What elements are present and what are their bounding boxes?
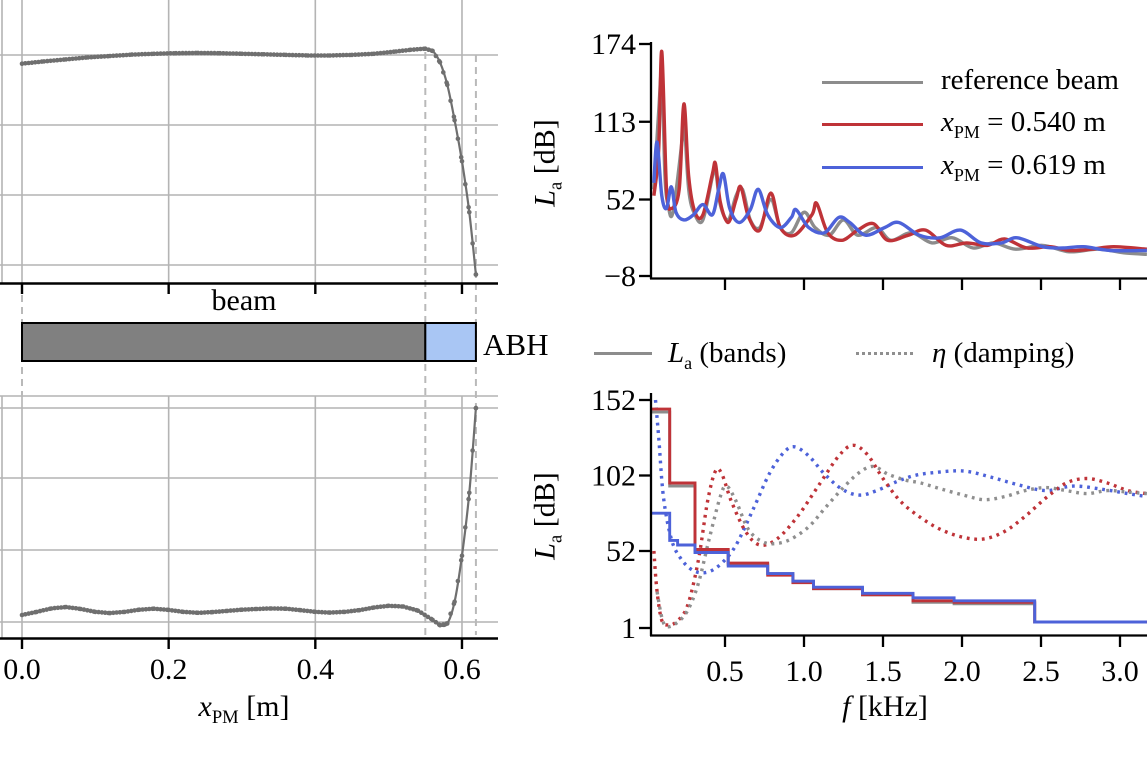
legend-item-xpm-0619: xPM = 0.619 m [822,146,1119,189]
x-tick-label: 0.2 [150,653,188,686]
bands-legend-line [594,352,652,355]
legend-line-sample [822,165,923,169]
x-tick-label: 1.5 [864,655,902,688]
x-tick-label: 0.5 [706,655,744,688]
right-axes [639,42,1147,647]
beam-diagram [21,322,477,362]
damping-curve-2 [653,399,1147,575]
x-tick-label: 0.4 [297,653,335,686]
band-steps-0 [651,410,1147,624]
y-tick-label: 52 [606,184,636,217]
grid [0,0,498,638]
band-steps-2 [651,511,1147,624]
legend-line-sample [822,123,923,127]
damping-curve-1 [652,443,1147,627]
y-tick-label: 52 [606,535,636,568]
frf-y-axis-label: La [dB] [528,119,567,207]
legend-line-sample [822,80,923,84]
beam-segment [21,322,427,362]
legend-item-reference-beam: reference beam [822,61,1119,104]
damping-legend-line [856,352,913,355]
y-tick-label: 113 [592,106,636,139]
freq-x-axis-label: f [kHz] [842,690,928,723]
legend-item-xpm-0540: xPM = 0.540 m [822,104,1119,147]
x-tick-label: 2.0 [943,655,981,688]
bands-y-axis-label: La [dB] [528,472,567,560]
frf-curve-2 [652,140,1147,253]
damping-curve-0 [655,464,1147,629]
frf-legend: reference beam xPM = 0.540 m xPM = 0.619… [822,61,1119,189]
y-tick-label: 174 [591,28,636,61]
band-steps-1 [651,407,1147,624]
x-tick-label: 2.5 [1022,655,1060,688]
beam-label: beam [211,284,277,317]
y-tick-label: 152 [591,384,636,417]
x-tick-label: 0.6 [443,653,481,686]
y-tick-label: 102 [591,459,636,492]
x-tick-label: 1.0 [785,655,823,688]
abh-label: ABH [483,327,549,362]
x-tick-label: 0.0 [3,653,41,686]
abh-segment [424,322,477,362]
left-axes [0,282,498,649]
y-tick-label: 1 [621,612,636,645]
y-tick-label: −8 [604,260,636,293]
pm_sweep_bottom-curve [19,405,479,628]
pm-x-axis-label: xPM [m] [198,690,290,728]
bands-legend-label: La (bands) [668,337,787,373]
x-tick-label: 3.0 [1101,655,1139,688]
pm_sweep_top-curve [19,46,479,277]
damping-legend-label: η (damping) [932,337,1075,369]
